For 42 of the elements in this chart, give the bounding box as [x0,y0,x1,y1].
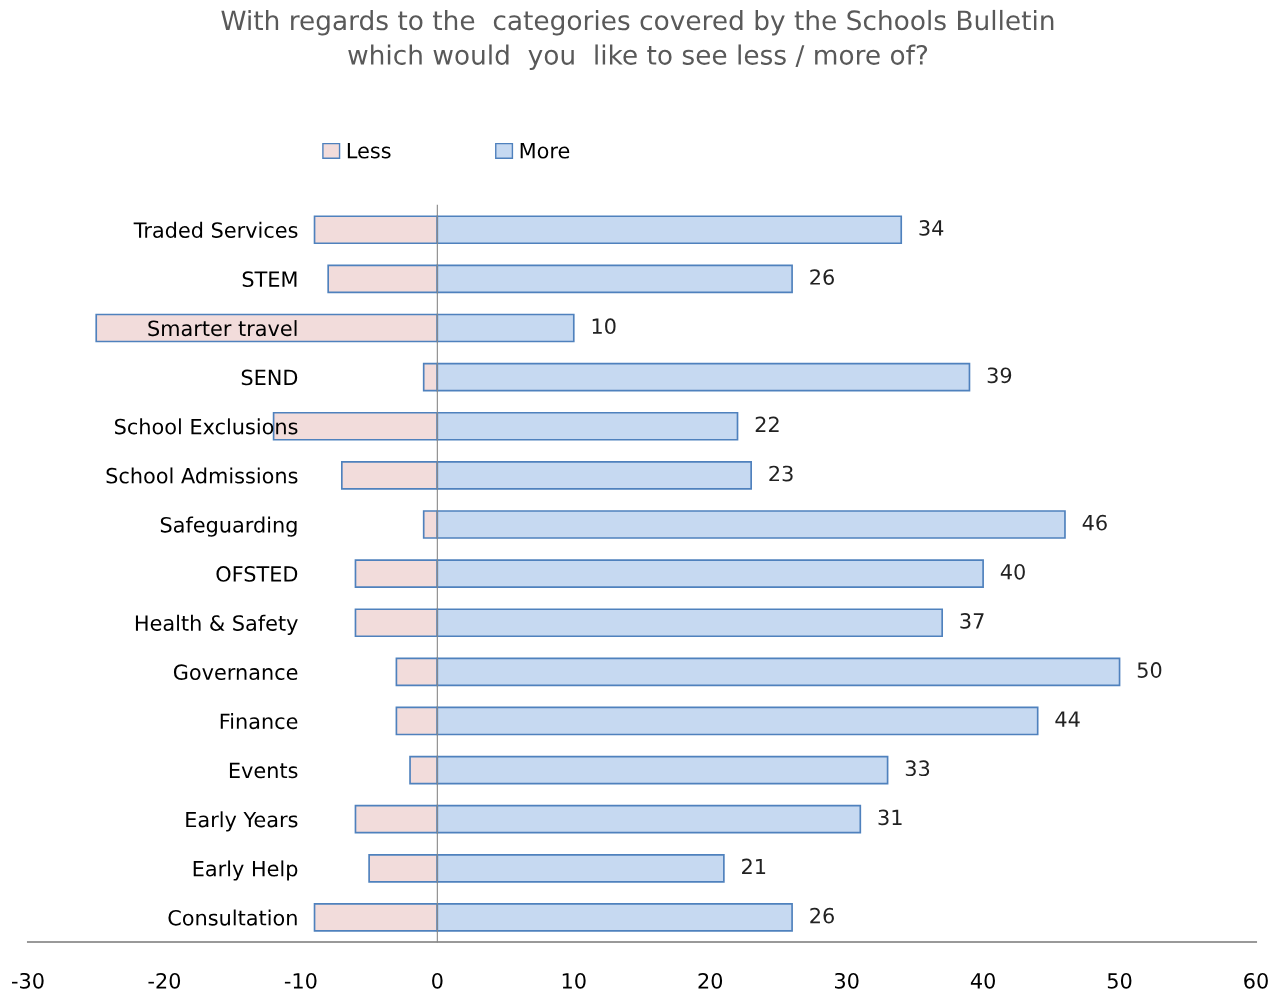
x-tick-label: -30 [12,972,44,989]
x-tick-label: 60 [1244,972,1268,989]
y-tick-label: SEND [241,369,298,386]
x-tick-label: 10 [562,972,586,989]
y-tick-label: School Admissions [106,467,298,484]
y-tick-label: Safeguarding [160,516,297,537]
y-tick-label: Consultation [168,909,297,926]
y-tick-label: OFSTED [216,566,298,582]
data-label: 23 [769,465,793,482]
data-label: 21 [742,858,766,875]
x-tick-label: 30 [835,972,859,989]
x-tick-label: 50 [1107,972,1132,989]
x-tick-label: 40 [970,972,995,989]
data-label: 50 [1137,662,1162,678]
x-tick-label: 20 [698,972,723,989]
x-tick-label: 0 [432,972,443,989]
x-tick-label: -10 [284,972,317,989]
y-tick-label: STEM [242,271,297,288]
data-label: 37 [960,613,984,629]
data-label: 26 [810,907,834,924]
data-label: 26 [810,269,834,285]
y-tick-label: Finance [220,713,298,730]
data-label: 22 [755,416,779,432]
y-tick-label: Early Help [193,860,298,881]
y-tick-label: Events [229,762,298,779]
chart-title: With regards to the categories covered by the Schools Bulletin which would you like to see less / more of? [221,9,1054,70]
y-tick-label: Health & Safety [135,614,298,635]
data-label: 31 [878,809,902,826]
y-tick-label: Early Years [186,811,298,832]
x-tick-label: -20 [148,972,181,989]
data-label: 34 [919,220,944,236]
data-label: 40 [1000,563,1025,580]
y-tick-label: Governance [173,664,298,681]
data-label: 10 [592,318,616,335]
legend-label: Less [347,143,391,159]
data-label: 33 [905,760,930,777]
y-tick-label: Smarter travel [148,320,297,337]
data-label: 46 [1082,514,1107,531]
legend-label: More [520,143,570,159]
data-label: 44 [1055,711,1080,727]
y-tick-label: Traded Services [133,221,298,238]
data-label: 39 [987,367,1012,384]
